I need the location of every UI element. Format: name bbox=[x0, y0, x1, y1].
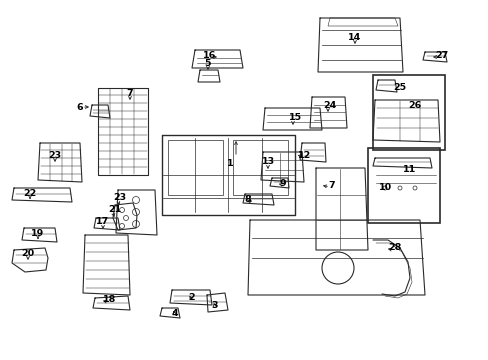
Text: 22: 22 bbox=[23, 189, 37, 198]
Text: 28: 28 bbox=[387, 243, 401, 252]
Text: 5: 5 bbox=[204, 58, 211, 68]
Text: 26: 26 bbox=[407, 100, 421, 109]
Text: 13: 13 bbox=[261, 158, 274, 166]
Text: 11: 11 bbox=[403, 166, 416, 175]
Bar bbox=[367, 148, 439, 223]
Text: 15: 15 bbox=[288, 113, 301, 122]
Text: 21: 21 bbox=[108, 206, 122, 215]
Bar bbox=[232, 140, 287, 195]
Text: 6: 6 bbox=[77, 103, 83, 112]
Text: 12: 12 bbox=[298, 150, 311, 159]
Text: 1: 1 bbox=[226, 158, 233, 167]
Text: 7: 7 bbox=[328, 180, 335, 189]
Text: 7: 7 bbox=[126, 89, 133, 98]
Bar bbox=[168, 140, 223, 195]
Text: 16: 16 bbox=[203, 50, 216, 59]
Text: 19: 19 bbox=[31, 229, 44, 238]
Text: 23: 23 bbox=[113, 194, 126, 202]
Text: 23: 23 bbox=[48, 150, 61, 159]
Text: 8: 8 bbox=[244, 195, 251, 204]
Text: 24: 24 bbox=[323, 100, 336, 109]
Text: 17: 17 bbox=[96, 217, 109, 226]
Text: 4: 4 bbox=[171, 309, 178, 318]
Bar bbox=[372, 75, 444, 150]
Text: 14: 14 bbox=[347, 32, 361, 41]
Text: 2: 2 bbox=[188, 293, 195, 302]
Text: 3: 3 bbox=[211, 301, 218, 310]
Text: 18: 18 bbox=[103, 296, 117, 305]
Text: 10: 10 bbox=[378, 184, 391, 193]
Text: 27: 27 bbox=[434, 50, 447, 59]
Text: 25: 25 bbox=[393, 84, 406, 93]
Text: 9: 9 bbox=[279, 179, 286, 188]
Text: 20: 20 bbox=[21, 248, 35, 257]
